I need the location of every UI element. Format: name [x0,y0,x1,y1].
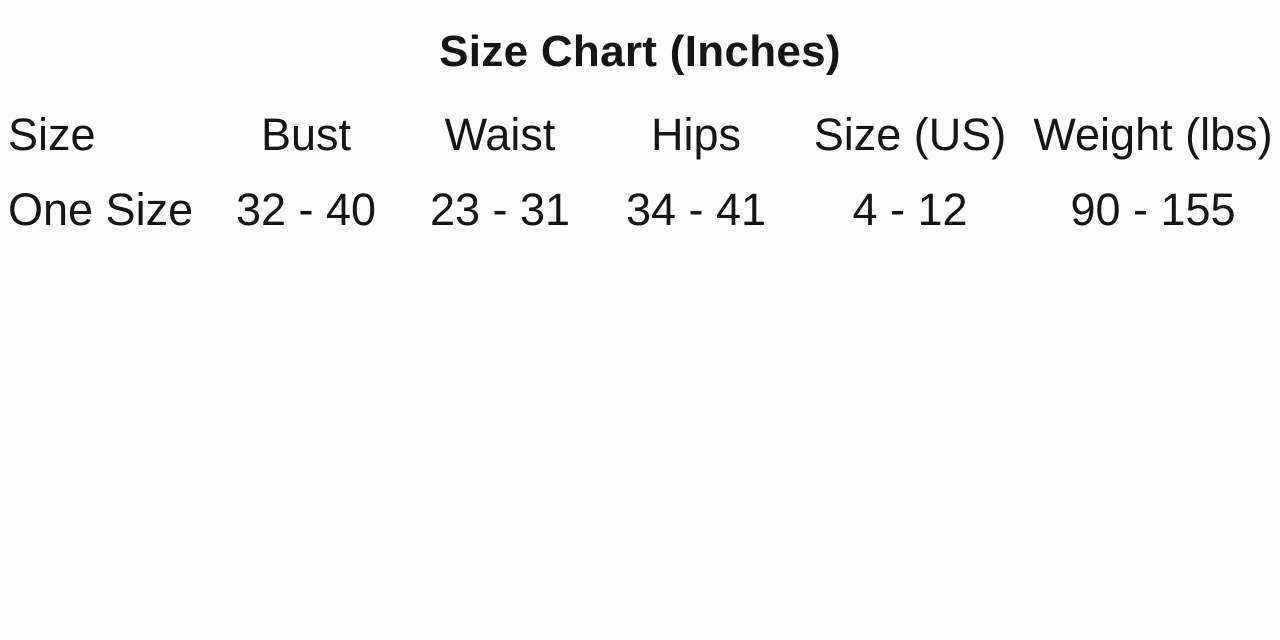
page-title: Size Chart (Inches) [439,27,841,76]
cell-waist-range: 23 - 31 [429,184,571,235]
table-header-row: Size Bust Waist Hips Size (US) Weight (l… [0,109,1280,161]
table-row: One Size 32 - 40 23 - 31 34 - 41 4 - 12 … [0,184,1280,236]
column-header-weight-lbs: Weight (lbs) [1033,109,1273,160]
cell-bust-range: 32 - 40 [235,184,377,235]
column-header-size-us: Size (US) [813,109,1007,160]
column-header-bust: Bust [260,109,352,160]
cell-hips-range: 34 - 41 [625,184,767,235]
cell-size-label: One Size [8,184,194,235]
cell-weight-range: 90 - 155 [1070,184,1236,235]
column-header-hips: Hips [650,109,742,160]
cell-size-us-range: 4 - 12 [852,184,968,235]
column-header-size: Size [8,109,96,160]
column-header-waist: Waist [444,109,556,160]
